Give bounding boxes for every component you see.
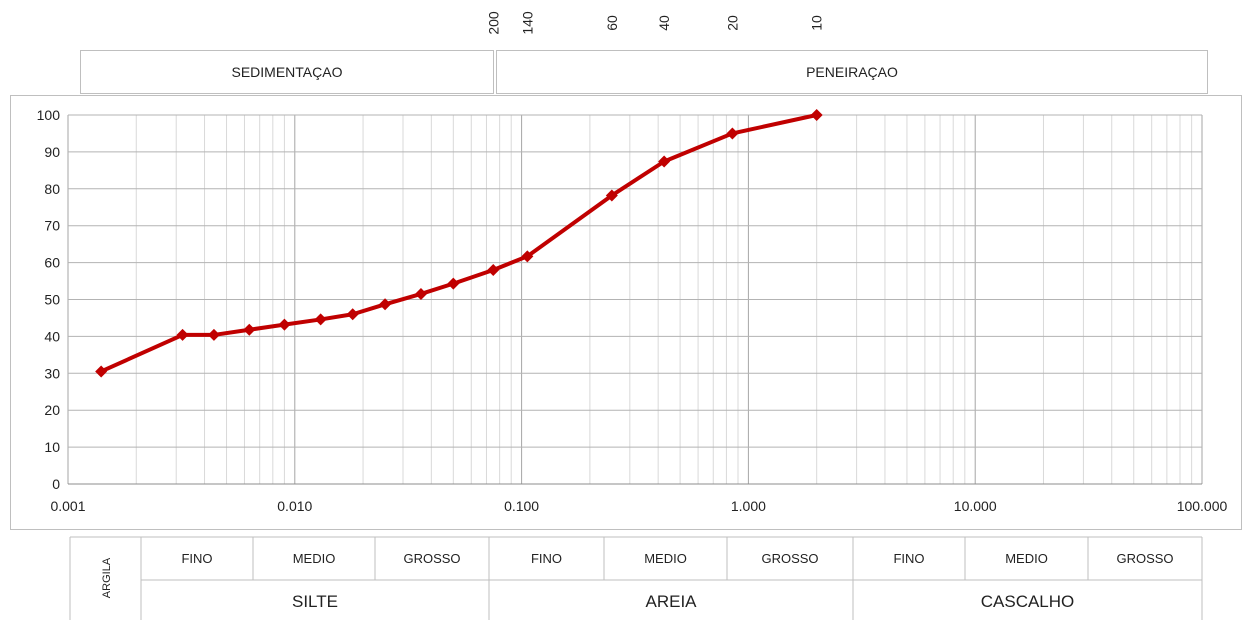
x-tick-label: 0.100 xyxy=(504,498,539,514)
y-tick-label: 60 xyxy=(44,255,60,271)
data-point xyxy=(379,298,392,311)
data-point xyxy=(726,127,739,140)
y-tick-label: 100 xyxy=(37,107,61,123)
y-tick-label: 50 xyxy=(44,292,60,308)
class-sub-label: GROSSO xyxy=(1116,551,1173,566)
sedimentacao-label: SEDIMENTAÇAO xyxy=(232,64,343,80)
sedimentacao-header-box xyxy=(80,50,494,94)
sieve-label: 10 xyxy=(809,15,825,31)
y-tick-label: 30 xyxy=(44,365,60,381)
sieve-label: 60 xyxy=(604,15,620,31)
peneiracao-label: PENEIRAÇAO xyxy=(806,64,898,80)
class-sub-label: FINO xyxy=(531,551,562,566)
class-sub-label: GROSSO xyxy=(761,551,818,566)
data-point xyxy=(278,318,291,331)
data-point xyxy=(605,189,618,202)
x-tick-label: 100.000 xyxy=(1177,498,1228,514)
data-point xyxy=(658,155,671,168)
plot-frame xyxy=(10,95,1242,530)
class-group-label: SILTE xyxy=(292,592,338,611)
series-line xyxy=(100,113,818,374)
y-tick-label: 20 xyxy=(44,402,60,418)
argila-label: ARGILA xyxy=(101,557,113,598)
peneiracao-header-box xyxy=(496,50,1208,94)
class-group-label: AREIA xyxy=(645,592,697,611)
data-point xyxy=(414,287,427,300)
class-group-label: CASCALHO xyxy=(981,592,1075,611)
data-point xyxy=(95,365,108,378)
sieve-label: 40 xyxy=(656,15,672,31)
data-point xyxy=(346,308,359,321)
class-sub-label: MEDIO xyxy=(1005,551,1048,566)
y-tick-label: 40 xyxy=(44,328,60,344)
class-sub-label: MEDIO xyxy=(293,551,336,566)
data-point xyxy=(810,109,823,121)
class-sub-label: FINO xyxy=(893,551,924,566)
x-tick-label: 10.000 xyxy=(954,498,997,514)
data-point xyxy=(447,277,460,290)
data-point xyxy=(521,250,534,263)
y-tick-label: 90 xyxy=(44,144,60,160)
y-tick-label: 70 xyxy=(44,218,60,234)
x-tick-label: 0.001 xyxy=(50,498,85,514)
x-tick-label: 0.010 xyxy=(277,498,312,514)
y-tick-label: 10 xyxy=(44,439,60,455)
data-point xyxy=(314,313,327,326)
data-point xyxy=(207,328,220,341)
data-point xyxy=(487,263,500,276)
class-sub-label: GROSSO xyxy=(403,551,460,566)
class-sub-label: MEDIO xyxy=(644,551,687,566)
y-tick-label: 80 xyxy=(44,181,60,197)
y-tick-label: 0 xyxy=(52,476,60,492)
class-sub-label: FINO xyxy=(181,551,212,566)
x-tick-label: 1.000 xyxy=(731,498,766,514)
data-point xyxy=(176,328,189,341)
sieve-label: 200 xyxy=(485,11,501,35)
sieve-label: 20 xyxy=(724,15,740,31)
data-point xyxy=(243,323,256,336)
sieve-label: 140 xyxy=(519,11,535,35)
